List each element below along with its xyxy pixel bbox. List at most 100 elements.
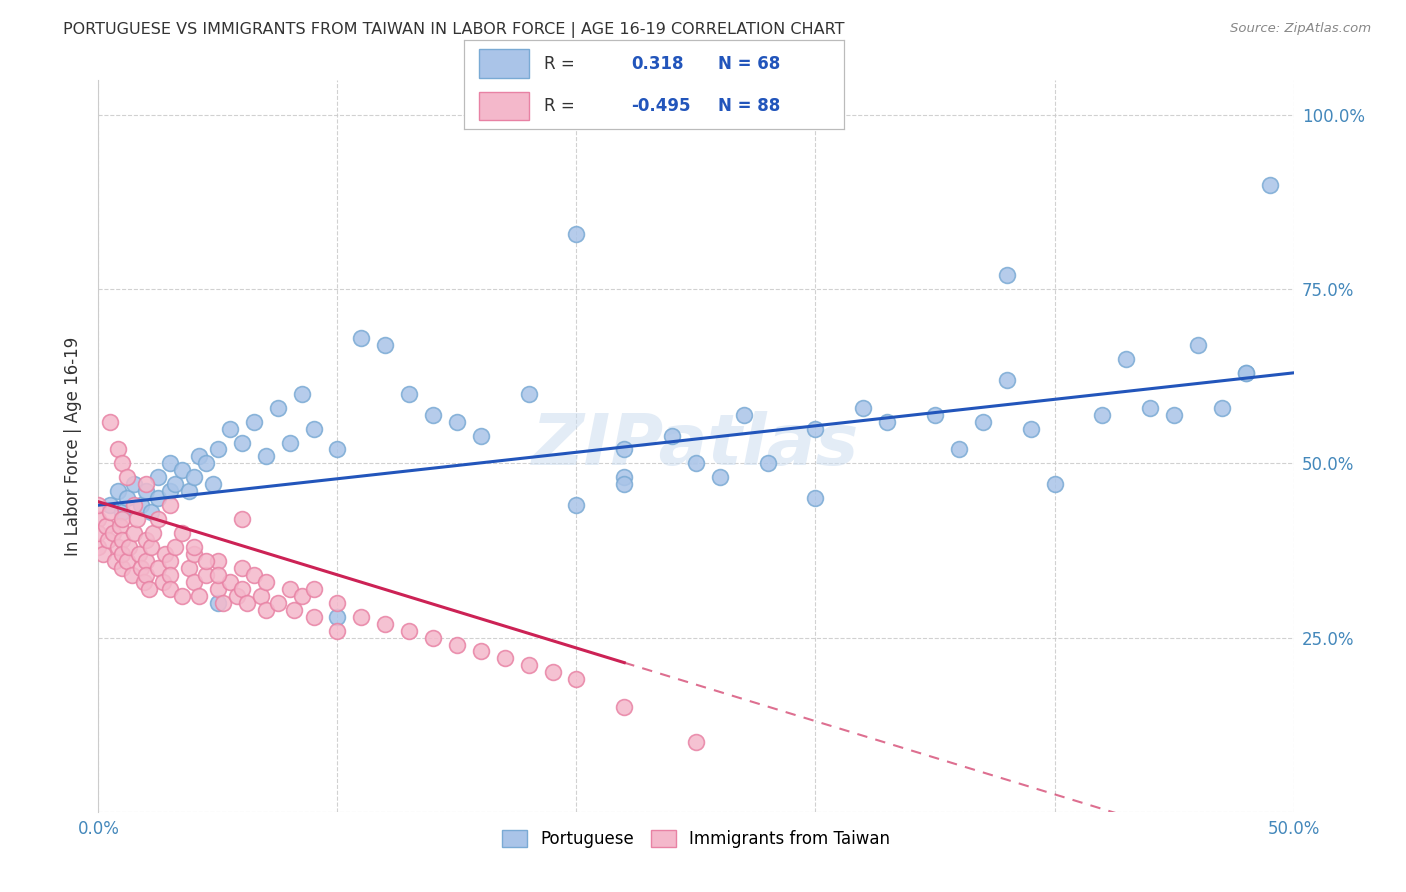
Point <box>1163 408 1185 422</box>
Point <box>111 547 134 561</box>
Point <box>685 457 707 471</box>
Point <box>219 574 242 589</box>
Point <box>398 624 420 638</box>
Point <box>139 505 162 519</box>
Point <box>231 561 253 575</box>
Point <box>231 435 253 450</box>
Point <box>118 540 141 554</box>
Point <box>111 505 134 519</box>
Point <box>159 567 181 582</box>
Point <box>243 415 266 429</box>
Point <box>613 700 636 714</box>
Point <box>135 533 157 547</box>
Point <box>187 450 209 464</box>
Point <box>148 470 170 484</box>
FancyBboxPatch shape <box>479 92 529 120</box>
Point <box>422 631 444 645</box>
Point <box>231 512 253 526</box>
Point <box>995 373 1018 387</box>
Point <box>135 567 157 582</box>
Point <box>446 415 468 429</box>
Point <box>291 386 314 401</box>
Point <box>132 574 155 589</box>
Point <box>172 589 194 603</box>
Point <box>565 498 588 512</box>
Point <box>142 526 165 541</box>
Point <box>1234 366 1257 380</box>
Legend: Portuguese, Immigrants from Taiwan: Portuguese, Immigrants from Taiwan <box>495 823 897 855</box>
Point <box>87 498 110 512</box>
Point <box>733 408 755 422</box>
Point <box>326 609 349 624</box>
Point <box>91 547 114 561</box>
Point <box>1115 351 1137 366</box>
Point <box>159 498 181 512</box>
Point <box>226 589 249 603</box>
Point <box>350 331 373 345</box>
Point <box>183 574 205 589</box>
Point <box>302 421 325 435</box>
Point <box>517 658 540 673</box>
Point <box>231 582 253 596</box>
Point <box>159 582 181 596</box>
Point <box>267 401 290 415</box>
Text: 0.318: 0.318 <box>631 55 683 73</box>
Point <box>135 477 157 491</box>
Point <box>995 268 1018 283</box>
Point <box>128 547 150 561</box>
Point <box>87 512 110 526</box>
Point <box>278 582 301 596</box>
Point <box>565 673 588 687</box>
Point <box>148 491 170 506</box>
Point <box>207 554 229 568</box>
Point <box>115 491 138 506</box>
Point <box>398 386 420 401</box>
Point <box>1043 477 1066 491</box>
Point <box>972 415 994 429</box>
Point <box>685 735 707 749</box>
Point <box>107 484 129 499</box>
Point <box>541 665 564 680</box>
Point <box>948 442 970 457</box>
Y-axis label: In Labor Force | Age 16-19: In Labor Force | Age 16-19 <box>65 336 83 556</box>
Point <box>111 512 134 526</box>
Point <box>187 589 209 603</box>
Point <box>98 415 122 429</box>
Point <box>131 561 153 575</box>
Point <box>138 582 160 596</box>
Point <box>709 470 731 484</box>
Point <box>1211 401 1233 415</box>
Point <box>1139 401 1161 415</box>
Point <box>326 442 349 457</box>
Point <box>179 484 201 499</box>
Point <box>1187 338 1209 352</box>
Point <box>101 526 124 541</box>
Text: Source: ZipAtlas.com: Source: ZipAtlas.com <box>1230 22 1371 36</box>
Point <box>159 457 181 471</box>
Point <box>125 512 148 526</box>
Text: N = 88: N = 88 <box>718 97 780 115</box>
Point <box>250 589 273 603</box>
Point <box>98 505 122 519</box>
Point <box>183 547 205 561</box>
Point <box>254 603 277 617</box>
Point <box>211 596 233 610</box>
Point <box>148 561 170 575</box>
Point <box>139 540 162 554</box>
Point <box>924 408 946 422</box>
Point <box>152 574 174 589</box>
Text: R =: R = <box>544 55 579 73</box>
Point <box>470 428 492 442</box>
Point <box>350 609 373 624</box>
Point <box>172 526 194 541</box>
Point <box>804 421 827 435</box>
Text: N = 68: N = 68 <box>718 55 780 73</box>
Point <box>202 477 225 491</box>
Point <box>107 540 129 554</box>
Point <box>494 651 516 665</box>
Point <box>207 582 229 596</box>
Point <box>326 624 349 638</box>
Point <box>195 554 218 568</box>
Point <box>470 644 492 658</box>
Point <box>87 540 110 554</box>
